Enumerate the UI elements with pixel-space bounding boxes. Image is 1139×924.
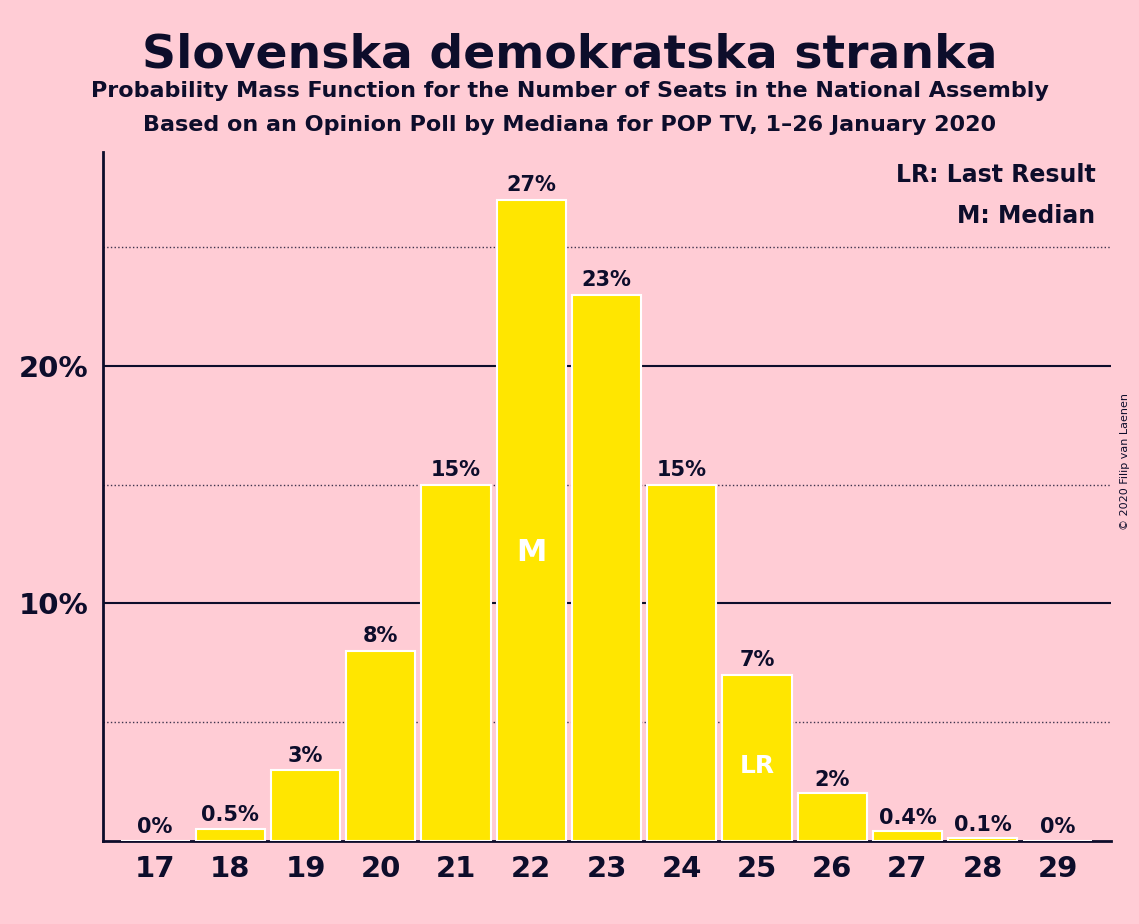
- Bar: [421, 485, 491, 841]
- Bar: [948, 838, 1017, 841]
- Text: 0%: 0%: [1040, 818, 1075, 837]
- Text: 27%: 27%: [507, 176, 556, 195]
- Text: 0%: 0%: [138, 818, 173, 837]
- Text: © 2020 Filip van Laenen: © 2020 Filip van Laenen: [1120, 394, 1130, 530]
- Text: Slovenska demokratska stranka: Slovenska demokratska stranka: [141, 32, 998, 78]
- Text: LR: Last Result: LR: Last Result: [895, 163, 1096, 187]
- Text: 3%: 3%: [288, 746, 323, 766]
- Text: 15%: 15%: [431, 460, 481, 480]
- Bar: [196, 829, 265, 841]
- Text: M: Median: M: Median: [957, 204, 1096, 228]
- Text: 15%: 15%: [657, 460, 706, 480]
- Bar: [797, 794, 867, 841]
- Bar: [722, 675, 792, 841]
- Text: LR: LR: [739, 754, 775, 778]
- Text: 2%: 2%: [814, 770, 850, 790]
- Bar: [271, 770, 341, 841]
- Bar: [346, 650, 416, 841]
- Bar: [497, 200, 566, 841]
- Bar: [647, 485, 716, 841]
- Text: Based on an Opinion Poll by Mediana for POP TV, 1–26 January 2020: Based on an Opinion Poll by Mediana for …: [142, 115, 997, 135]
- Text: 23%: 23%: [582, 270, 631, 290]
- Bar: [572, 295, 641, 841]
- Text: 7%: 7%: [739, 650, 775, 670]
- Bar: [872, 832, 942, 841]
- Text: Probability Mass Function for the Number of Seats in the National Assembly: Probability Mass Function for the Number…: [91, 81, 1048, 102]
- Text: M: M: [516, 538, 547, 567]
- Text: 8%: 8%: [363, 626, 399, 646]
- Text: 0.4%: 0.4%: [878, 808, 936, 828]
- Text: 0.1%: 0.1%: [953, 815, 1011, 835]
- Text: 0.5%: 0.5%: [202, 806, 260, 825]
